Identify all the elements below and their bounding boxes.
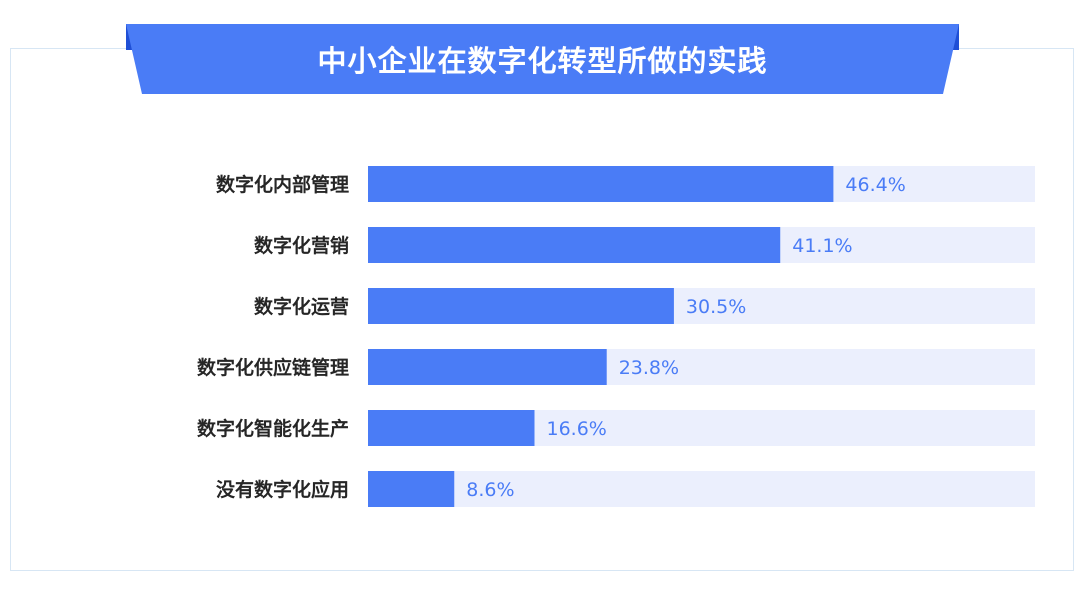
bar [368, 288, 674, 324]
category-label: 数字化供应链管理 [197, 356, 349, 379]
category-label: 数字化内部管理 [216, 173, 349, 196]
value-label: 41.1% [792, 235, 852, 257]
value-label: 46.4% [845, 174, 905, 196]
category-label: 数字化智能化生产 [197, 417, 349, 440]
title-banner: 中小企业在数字化转型所做的实践 [126, 24, 959, 94]
value-label: 23.8% [619, 357, 679, 379]
category-label: 数字化营销 [254, 234, 349, 257]
value-label: 16.6% [546, 418, 606, 440]
bar [368, 410, 535, 446]
bar [368, 227, 781, 263]
value-label: 30.5% [686, 296, 746, 318]
category-label: 没有数字化应用 [216, 478, 349, 501]
value-label: 8.6% [466, 479, 514, 501]
bar [368, 349, 607, 385]
category-label: 数字化运营 [254, 295, 349, 318]
bar [368, 166, 834, 202]
bar [368, 471, 455, 507]
banner-shape [126, 24, 959, 94]
bar-track [368, 471, 1035, 507]
chart-title: 中小企业在数字化转型所做的实践 [317, 44, 768, 78]
